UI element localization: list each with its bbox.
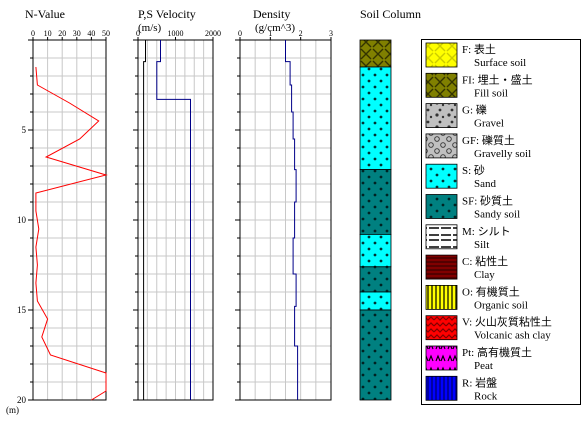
density-unit-label: (g/cm^3) bbox=[255, 22, 295, 34]
legend-swatch-f bbox=[425, 42, 458, 68]
nvalue-title: N-Value bbox=[25, 7, 65, 21]
soil-layer-sf bbox=[359, 169, 392, 235]
velocity-panel: P,S Velocity(m/s)0 1000 2000 bbox=[133, 7, 221, 401]
soil-layer-sf bbox=[359, 309, 392, 401]
legend-swatch-r bbox=[425, 375, 458, 401]
depth-tick-label: 5 bbox=[22, 125, 27, 135]
velocity-x-tick-label: 2000 bbox=[205, 29, 221, 38]
velocity-title: P,S Velocity bbox=[138, 7, 196, 21]
legend-label: G: 礫 bbox=[462, 103, 487, 117]
density-grid bbox=[240, 40, 331, 400]
legend-swatch-gf bbox=[425, 133, 458, 159]
nvalue-x-tick-label: 10 bbox=[44, 29, 52, 38]
legend-label: FI: 埋土・盛土 bbox=[462, 72, 533, 86]
legend-english: Peat bbox=[474, 360, 493, 372]
density-x-tick-label: 2 bbox=[299, 29, 303, 38]
nvalue-x-tick-label: 50 bbox=[102, 29, 110, 38]
nvalue-x-tick-label: 30 bbox=[73, 29, 81, 38]
nvalue-series-line bbox=[35, 66, 108, 401]
soil-layer-fi bbox=[359, 39, 392, 68]
soil-layer-sf bbox=[359, 266, 392, 293]
legend-english: Silt bbox=[474, 239, 489, 251]
soil-column-title: Soil Column bbox=[360, 7, 421, 21]
velocity-series-0-line bbox=[143, 40, 146, 400]
depth-tick-label: 20 bbox=[17, 395, 27, 405]
legend-english: Rock bbox=[474, 390, 498, 402]
legend-label: GF: 礫質土 bbox=[462, 133, 515, 147]
legend-english: Sandy soil bbox=[474, 209, 520, 221]
velocity-x-tick-label: 1000 bbox=[168, 29, 184, 38]
velocity-series-1-line bbox=[156, 40, 191, 400]
legend-swatch-sf bbox=[425, 194, 458, 219]
nvalue-x-tick-label: 0 bbox=[31, 29, 35, 38]
soil-layer-s bbox=[359, 291, 392, 311]
velocity-grid bbox=[138, 40, 213, 400]
nvalue-x-tick-label: 40 bbox=[87, 29, 95, 38]
depth-tick-label: 10 bbox=[17, 215, 27, 225]
legend-english: Fill soil bbox=[474, 87, 508, 99]
legend-english: Volcanic ash clay bbox=[474, 330, 551, 342]
nvalue-grid bbox=[33, 40, 106, 400]
legend-swatch-v bbox=[425, 315, 458, 341]
legend-label: R: 岩盤 bbox=[462, 375, 497, 389]
legend-label: O: 有機質土 bbox=[462, 284, 520, 298]
legend-swatch-o bbox=[425, 284, 458, 310]
legend-swatch-s bbox=[425, 163, 458, 189]
depth-tick-label: 15 bbox=[17, 305, 27, 315]
density-title: Density bbox=[253, 7, 290, 21]
depth-unit-label: (m) bbox=[6, 405, 19, 415]
density-panel: Density(g/cm^3) 0 1 2 3 bbox=[235, 7, 333, 401]
legend-swatch-fi bbox=[425, 72, 458, 98]
density-x-tick-label: 0 bbox=[238, 29, 242, 38]
legend-label: F: 表土 bbox=[462, 42, 496, 56]
legend-english: Gravel bbox=[474, 118, 504, 130]
soil-layer-s bbox=[359, 233, 392, 268]
density-x-tick-label: 3 bbox=[329, 29, 333, 38]
legend-english: Clay bbox=[474, 269, 495, 281]
soil-layer-s bbox=[359, 66, 392, 170]
depth-axis: 5 10 15 20(m) bbox=[6, 125, 27, 415]
legend-english: Organic soil bbox=[474, 299, 528, 311]
legend-label: SF: 砂質土 bbox=[462, 194, 513, 208]
density-x-tick-label: 1 bbox=[268, 29, 272, 38]
legend-swatch-m bbox=[425, 224, 458, 250]
legend-english: Gravelly soil bbox=[474, 148, 531, 160]
legend-label: Pt: 高有機質土 bbox=[462, 345, 532, 359]
nvalue-panel: N-Value 0 10 20 30 40 50 bbox=[25, 7, 110, 401]
legend-english: Sand bbox=[474, 178, 497, 190]
legend-label: V: 火山灰質粘性土 bbox=[462, 315, 552, 329]
density-series-0-line bbox=[285, 40, 299, 400]
legend-label: C: 粘性土 bbox=[462, 254, 508, 268]
legend-swatch-pt bbox=[425, 345, 458, 371]
legend-swatch-g bbox=[425, 103, 458, 128]
legend-swatch-c bbox=[425, 254, 458, 280]
legend-label: S: 砂 bbox=[462, 164, 485, 177]
nvalue-x-tick-label: 20 bbox=[58, 29, 66, 38]
velocity-unit-label: (m/s) bbox=[138, 22, 162, 34]
legend-english: Surface soil bbox=[474, 57, 526, 69]
velocity-x-tick-label: 0 bbox=[136, 29, 140, 38]
legend-label: M: シルト bbox=[462, 226, 511, 238]
